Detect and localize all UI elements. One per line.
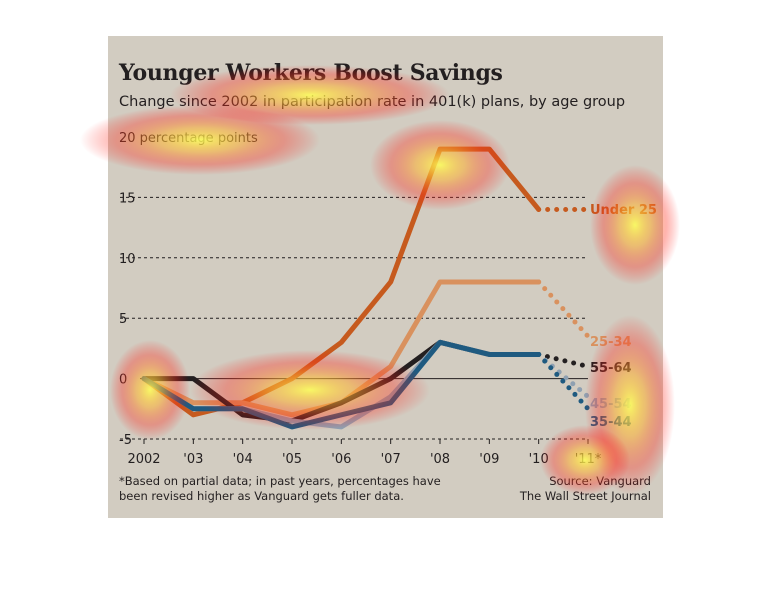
series-label-layer: Under 25 25-34 55-64 45-54 35-44 [590,203,657,430]
series-line [141,279,542,418]
x-tick-label: '10 [529,452,549,467]
y-axis-unit-label: 20 percentage points [119,131,258,146]
y-tick-label: 5 [119,312,127,327]
x-tick-label: '09 [479,452,499,467]
series-end-label: 25-34 [590,335,632,350]
series-end-label: 35-44 [590,415,632,430]
footnote: *Based on partial data; in past years, p… [119,474,441,503]
series-partial-line [536,279,591,339]
line-chart: -5 0 5 10 15 20 percentage points 2002 '03 '04 '0… [119,131,657,467]
x-tick-label: '03 [183,452,203,467]
x-tick-label: '05 [282,452,302,467]
x-tick-label: '06 [331,452,351,467]
series-partial-line [536,351,591,370]
y-tick-label: 0 [119,373,127,388]
x-tick-label: '11* [575,452,602,467]
y-tick-label: 15 [119,191,136,206]
chart-panel: Younger Workers Boost Savings Change sin… [108,36,663,518]
series-partial-line [536,351,591,412]
y-tick-label: -5 [119,433,132,448]
publisher-line: The Wall Street Journal [519,489,651,503]
series-end-label: Under 25 [590,203,657,218]
x-tick-label: '07 [381,452,401,467]
source-line: Source: Vanguard [549,474,651,488]
x-tick-label: '04 [233,452,253,467]
source-credit: Source: Vanguard The Wall Street Journal [520,474,651,504]
y-tick-label: 10 [119,252,136,267]
series-end-label: 45-54 [590,397,632,412]
series-layer [141,146,591,430]
series-end-label: 55-64 [590,361,632,376]
x-tick-label: 2002 [127,452,160,467]
x-tick-label: '08 [430,452,450,467]
